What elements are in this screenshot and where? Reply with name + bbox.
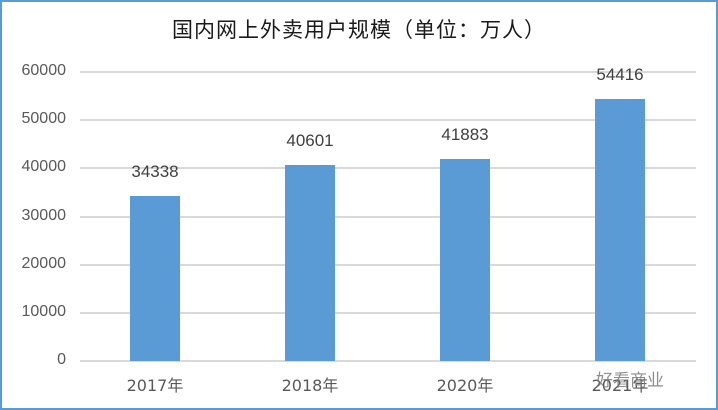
y-tick-label: 40000 [21,158,67,176]
y-tick-label: 50000 [21,110,67,128]
data-label: 40601 [286,131,334,151]
y-tick-label: 20000 [21,254,67,272]
gridline [80,119,696,122]
x-tick-label: 2020年 [436,376,494,395]
watermark: 好看商业 [596,371,664,391]
gridline [80,215,696,218]
y-tick-label: 0 [57,351,66,368]
bar-2021年 [595,98,645,361]
gridline [80,263,696,266]
gridline [80,360,696,362]
x-tick-label: 2017年 [126,376,184,395]
x-tick-label: 2021年 [591,376,649,395]
gridline [80,311,696,314]
data-label: 34338 [131,161,179,181]
data-label: 54416 [596,64,644,84]
bar-2020年 [440,159,490,361]
y-tick-label: 10000 [21,302,67,320]
chart-title: 国内网上外卖用户规模（单位：万人） [172,18,546,42]
x-tick-label: 2018年 [281,376,339,395]
bar-2017年 [130,195,180,361]
bar-2018年 [285,165,335,361]
data-label: 41883 [441,125,489,145]
y-tick-label: 60000 [21,62,67,79]
gridline [80,167,696,170]
gridline [80,71,696,73]
y-tick-label: 30000 [21,206,67,224]
